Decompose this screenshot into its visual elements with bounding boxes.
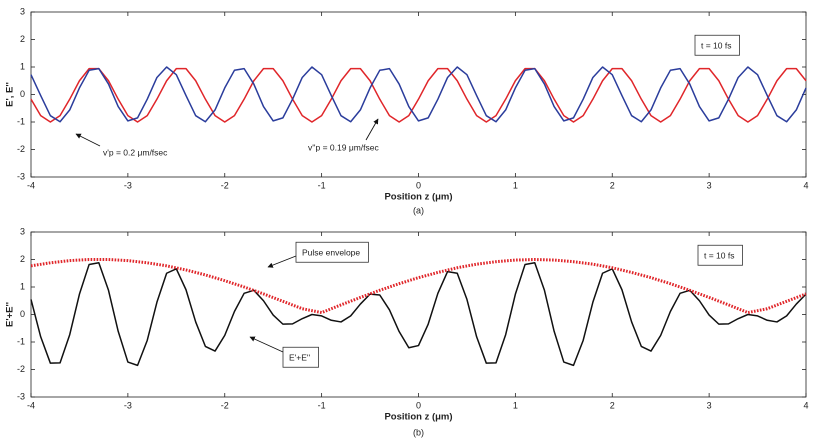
- x-tick-label: 2: [610, 180, 615, 190]
- y-tick-label: 1: [20, 61, 25, 71]
- y-axis-label: E', E'': [5, 82, 16, 107]
- annotation-arrow: [75, 133, 101, 147]
- annotation-box: [295, 241, 369, 263]
- series-line: [30, 258, 807, 315]
- y-tick-label: -1: [17, 336, 25, 346]
- series-line: [30, 66, 807, 123]
- y-tick-label: 1: [20, 281, 25, 291]
- x-tick-label: -1: [318, 400, 326, 410]
- x-axis-label: Position z (μm): [384, 192, 452, 203]
- caption: (a): [413, 205, 424, 215]
- x-axis-label: Position z (μm): [384, 412, 452, 423]
- y-tick-label: 3: [20, 6, 25, 16]
- annotation-arrow: [365, 118, 379, 141]
- y-axis-label: E'+E'': [5, 302, 16, 327]
- x-tick-label: -2: [221, 180, 229, 190]
- annotation-box: [694, 34, 740, 56]
- y-tick-label: 2: [20, 254, 25, 264]
- x-tick-label: 4: [803, 400, 808, 410]
- annotation-box: [697, 244, 743, 266]
- x-tick-label: -4: [27, 400, 35, 410]
- series-line: [30, 262, 807, 367]
- annotation: Pulse envelope: [302, 247, 360, 257]
- y-tick-label: 0: [20, 309, 25, 319]
- y-tick-label: -3: [17, 171, 25, 181]
- caption: (b): [413, 427, 424, 437]
- plot-area: [30, 231, 807, 398]
- y-tick-label: -2: [17, 364, 25, 374]
- x-tick-label: 1: [513, 400, 518, 410]
- x-tick-label: 1: [513, 180, 518, 190]
- annotation-arrow: [267, 255, 297, 268]
- annotation: v'p = 0.2 μm/fsec: [103, 147, 168, 157]
- x-tick-label: -1: [318, 180, 326, 190]
- y-tick-label: 2: [20, 34, 25, 44]
- x-tick-label: 0: [416, 400, 421, 410]
- y-tick-label: 3: [20, 226, 25, 236]
- annotation: E'+E'': [289, 352, 311, 362]
- annotation: t = 10 fs: [701, 40, 731, 50]
- annotation: v''p = 0.19 μm/fsec: [308, 142, 379, 152]
- series-line: [30, 67, 807, 123]
- x-tick-label: -4: [27, 180, 35, 190]
- x-tick-label: -3: [124, 400, 132, 410]
- annotation-box: [282, 346, 319, 368]
- x-tick-label: 4: [803, 180, 808, 190]
- annotation-arrow: [249, 336, 284, 353]
- annotation: t = 10 fs: [704, 250, 734, 260]
- y-tick-label: -1: [17, 116, 25, 126]
- x-tick-label: 3: [707, 400, 712, 410]
- x-tick-label: 0: [416, 180, 421, 190]
- x-tick-label: 2: [610, 400, 615, 410]
- y-tick-label: -2: [17, 144, 25, 154]
- x-tick-label: -3: [124, 180, 132, 190]
- x-tick-label: -2: [221, 400, 229, 410]
- y-tick-label: -3: [17, 391, 25, 401]
- y-tick-label: 0: [20, 89, 25, 99]
- x-tick-label: 3: [707, 180, 712, 190]
